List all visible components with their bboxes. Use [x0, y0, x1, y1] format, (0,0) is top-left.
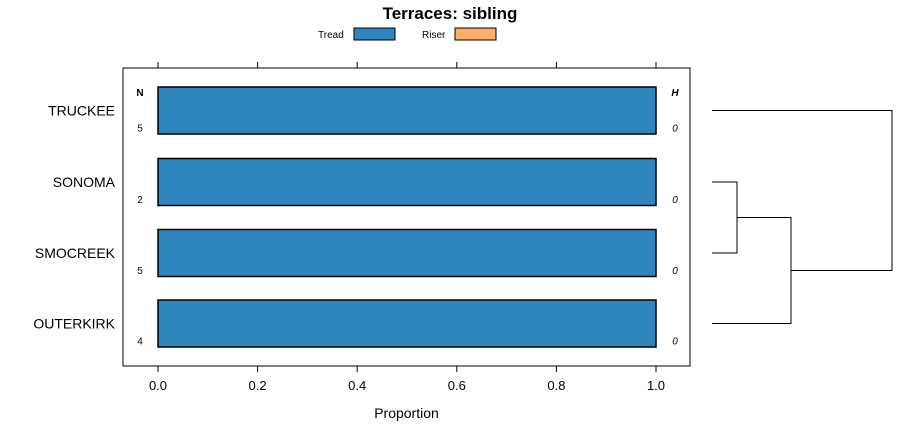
bar-tread — [157, 299, 657, 348]
bar-tread — [157, 157, 657, 207]
x-tick-label: 0.0 — [149, 378, 167, 393]
bar-tread — [157, 228, 657, 278]
legend-swatch — [454, 27, 497, 41]
legend-label: Riser — [422, 30, 446, 41]
h-header: H — [671, 88, 679, 99]
category-label: SONOMA — [53, 174, 116, 190]
bar-tread — [157, 86, 657, 135]
x-tick-label: 1.0 — [647, 378, 665, 393]
dendrogram-branch — [712, 217, 792, 324]
dendrogram-branch — [712, 110, 893, 271]
category-label: OUTERKIRK — [33, 316, 115, 332]
h-value: 0 — [672, 195, 678, 206]
n-value: 5 — [137, 266, 143, 277]
n-header: N — [136, 88, 143, 99]
x-tick-label: 0.4 — [348, 378, 366, 393]
x-tick-label: 0.8 — [547, 378, 565, 393]
x-tick-label: 0.2 — [249, 378, 267, 393]
n-value: 5 — [137, 124, 143, 135]
x-axis-label: Proportion — [374, 405, 439, 421]
legend-label: Tread — [318, 30, 344, 41]
h-value: 0 — [672, 266, 678, 277]
plot-panel — [122, 67, 691, 367]
n-value: 4 — [137, 337, 143, 348]
chart-title: Terraces: sibling — [382, 4, 518, 23]
h-value: 0 — [672, 337, 678, 348]
legend-swatch — [353, 27, 396, 41]
category-label: TRUCKEE — [48, 103, 115, 119]
h-value: 0 — [672, 124, 678, 135]
n-value: 2 — [137, 195, 143, 206]
dendrogram-branch — [712, 181, 738, 254]
category-label: SMOCREEK — [35, 245, 116, 261]
x-tick-label: 0.6 — [448, 378, 466, 393]
